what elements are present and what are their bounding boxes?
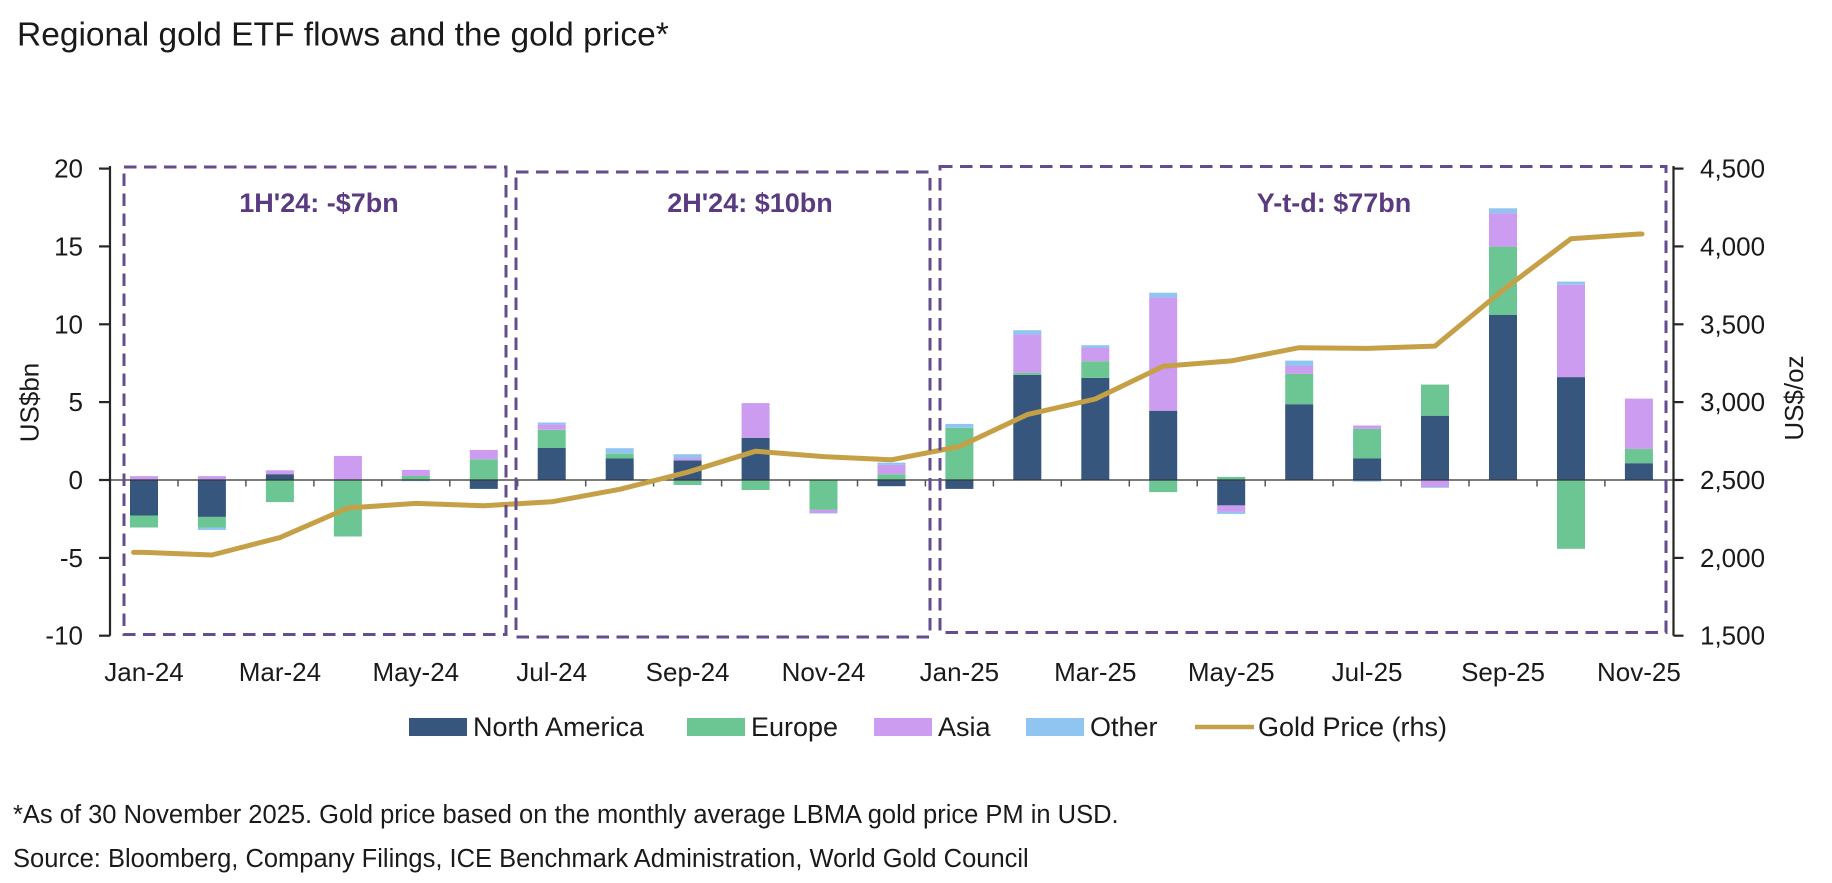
svg-text:2,500: 2,500: [1700, 465, 1765, 495]
svg-text:May-25: May-25: [1188, 657, 1275, 687]
svg-text:-5: -5: [60, 543, 83, 573]
svg-text:Jul-24: Jul-24: [516, 657, 587, 687]
svg-text:Jan-24: Jan-24: [104, 657, 184, 687]
svg-text:Asia: Asia: [938, 712, 992, 742]
svg-text:15: 15: [54, 231, 83, 261]
svg-text:-10: -10: [45, 621, 83, 651]
svg-text:1H'24: -$7bn: 1H'24: -$7bn: [239, 188, 398, 218]
svg-text:Nov-25: Nov-25: [1597, 657, 1681, 687]
svg-text:0: 0: [69, 465, 83, 495]
svg-text:US$/oz: US$/oz: [1779, 355, 1809, 440]
svg-text:4,500: 4,500: [1700, 154, 1765, 184]
svg-text:Nov-24: Nov-24: [782, 657, 866, 687]
svg-text:Source: Bloomberg, Company Fil: Source: Bloomberg, Company Filings, ICE …: [13, 845, 1029, 873]
svg-text:5: 5: [69, 387, 83, 417]
svg-text:1,500: 1,500: [1700, 621, 1765, 651]
svg-text:2H'24: $10bn: 2H'24: $10bn: [667, 188, 833, 218]
svg-text:3,500: 3,500: [1700, 309, 1765, 339]
svg-text:Mar-24: Mar-24: [239, 657, 321, 687]
svg-text:Jan-25: Jan-25: [920, 657, 1000, 687]
svg-text:Mar-25: Mar-25: [1054, 657, 1136, 687]
svg-text:US$bn: US$bn: [15, 363, 45, 443]
svg-text:2,000: 2,000: [1700, 543, 1765, 573]
svg-text:Europe: Europe: [751, 712, 838, 742]
svg-text:North America: North America: [473, 712, 645, 742]
svg-text:*As of 30 November 2025. Gold: *As of 30 November 2025. Gold price base…: [13, 801, 1119, 829]
svg-text:Y-t-d: $77bn: Y-t-d: $77bn: [1257, 188, 1412, 218]
svg-text:20: 20: [54, 154, 83, 184]
svg-text:Jul-25: Jul-25: [1332, 657, 1403, 687]
svg-text:Gold Price (rhs): Gold Price (rhs): [1258, 712, 1447, 742]
svg-text:Sep-25: Sep-25: [1461, 657, 1545, 687]
svg-text:4,000: 4,000: [1700, 231, 1765, 261]
svg-text:3,000: 3,000: [1700, 387, 1765, 417]
svg-text:Other: Other: [1090, 712, 1158, 742]
svg-text:Sep-24: Sep-24: [646, 657, 730, 687]
svg-text:May-24: May-24: [372, 657, 459, 687]
svg-text:Regional gold ETF flows and th: Regional gold ETF flows and the gold pri…: [17, 17, 669, 54]
svg-text:10: 10: [54, 309, 83, 339]
